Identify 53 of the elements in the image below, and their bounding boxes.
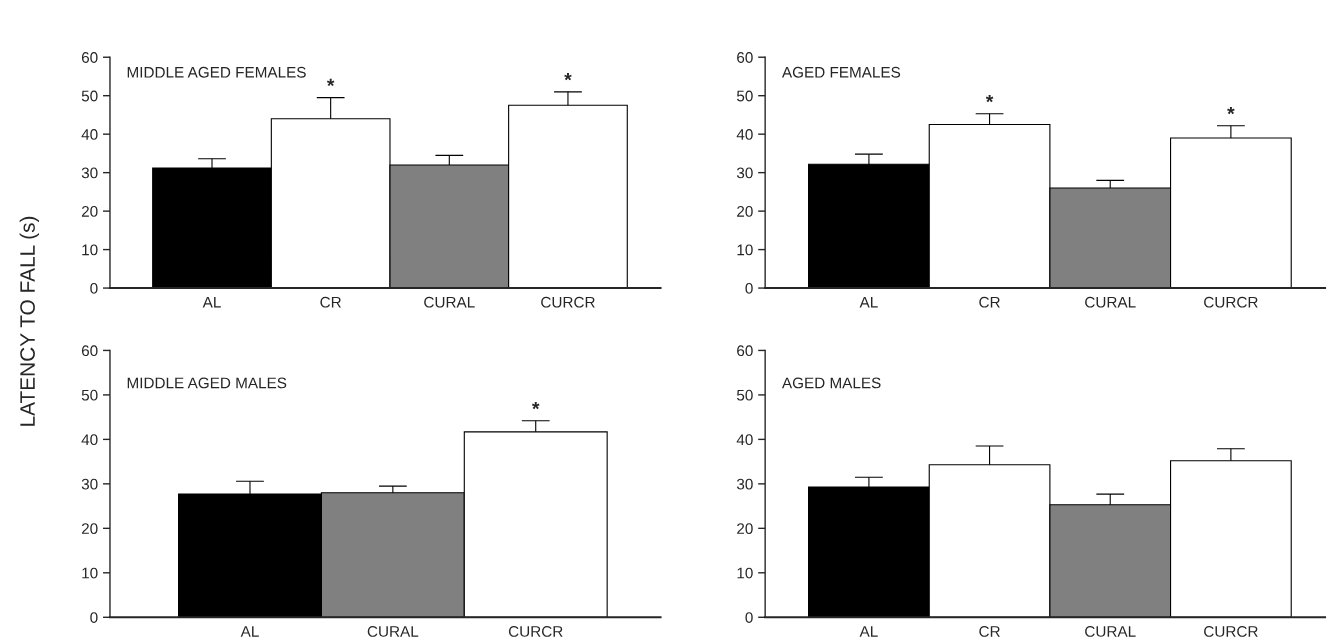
y-tick-label: 30 — [736, 478, 753, 490]
y-tick-label: 60 — [81, 52, 98, 63]
y-tick-label: 0 — [745, 612, 753, 623]
x-tick-label: CURCR — [1204, 296, 1258, 308]
annotation: * — [1227, 106, 1235, 115]
x-tick-label: CURAL — [424, 296, 475, 308]
y-tick-label: 20 — [81, 205, 98, 217]
y-tick-label: 40 — [736, 129, 753, 140]
annotation: * — [532, 401, 540, 410]
chart-title: MIDDLE AGED FEMALES — [127, 66, 306, 78]
y-tick-label: 60 — [737, 52, 753, 63]
x-tick-label: CURAL — [1085, 296, 1136, 308]
x-tick-label: AL — [240, 626, 259, 637]
y-tick-label: 30 — [736, 167, 753, 179]
x-tick-label: AL — [859, 626, 878, 637]
y-tick-label: 40 — [81, 434, 98, 446]
y-tick-label: 50 — [81, 90, 98, 102]
annotation: * — [564, 73, 572, 81]
y-tick-label: 20 — [737, 205, 753, 217]
x-tick-label: CURAL — [1085, 626, 1136, 637]
y-tick-label: 50 — [736, 389, 753, 401]
y-tick-label: 0 — [90, 282, 98, 294]
annotation: * — [985, 94, 994, 103]
y-axis-title: LATENCY TO FALL (s) — [19, 216, 40, 426]
y-tick-label: 40 — [736, 434, 753, 446]
y-tick-label: 20 — [737, 523, 753, 535]
y-tick-label: 10 — [82, 567, 98, 579]
y-tick-label: 0 — [745, 282, 753, 294]
text: MIDDLE AGED MALES — [127, 377, 287, 389]
y-tick-label: 60 — [81, 345, 98, 357]
annotation: * — [326, 78, 335, 87]
x-tick-label: CURCR — [508, 626, 563, 637]
y-tick-label: 0 — [90, 612, 98, 623]
x-tick-label: CR — [979, 626, 1000, 637]
chart-title: AGED FEMALES — [781, 66, 901, 78]
y-tick-label: 60 — [737, 345, 753, 357]
y-tick-label: 10 — [737, 567, 753, 579]
y-tick-label: 50 — [81, 389, 98, 401]
text: AGED MALES — [781, 377, 881, 389]
y-tick-label: 20 — [81, 523, 98, 535]
x-tick-label: AL — [859, 296, 878, 308]
y-tick-label: 30 — [81, 167, 98, 179]
y-tick-label: 30 — [81, 478, 98, 490]
x-tick-label: CURCR — [1204, 626, 1258, 637]
x-tick-label: CR — [979, 296, 1000, 308]
y-tick-label: 10 — [737, 244, 753, 256]
y-tick-label: 10 — [82, 244, 98, 256]
x-tick-label: CURAL — [367, 626, 419, 637]
y-tick-label: 40 — [81, 129, 98, 140]
y-tick-label: 50 — [736, 90, 753, 102]
x-tick-label: CR — [320, 296, 341, 308]
x-tick-label: AL — [202, 296, 221, 308]
x-tick-label: CURCR — [541, 296, 595, 308]
